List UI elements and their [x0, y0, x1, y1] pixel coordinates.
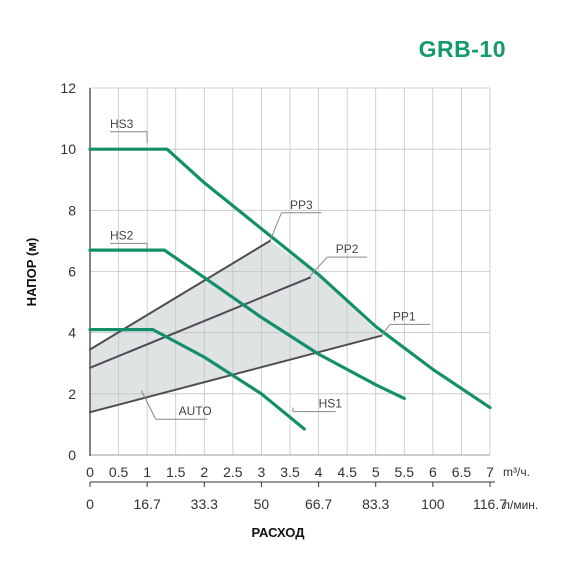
x-unit-lmin: л/мин.	[503, 498, 538, 512]
x-tick-label-m3: 6.5	[452, 464, 472, 480]
line-pp2	[89, 276, 311, 369]
y-tick-label: 12	[60, 80, 76, 96]
annotation-layer: HS3 HS2 PP3 PP2 PP1 HS1 AUTO	[110, 117, 430, 420]
y-tick-label: 4	[68, 325, 76, 341]
x-tick-label-m3: 0.5	[109, 464, 129, 480]
label-leader	[269, 212, 282, 242]
x-tick-label-lmin: 83.3	[362, 496, 389, 512]
label-pp1: PP1	[393, 309, 416, 323]
label-hs3: HS3	[110, 117, 134, 131]
tick-layer: 0 2 4 6 8 10 12 0 0.5 1 1.5 2 2.5 3 3.5 4 4.5 5 5.5 6 6.5 7 0 1…	[60, 80, 507, 512]
x-tick-label-lmin: 16.7	[134, 496, 161, 512]
label-leader	[309, 256, 328, 277]
y-tick-label: 8	[68, 202, 76, 218]
x-tick-label-m3: 1.5	[166, 464, 186, 480]
label-auto: AUTO	[179, 404, 212, 418]
x-tick-label-m3: 6	[429, 464, 437, 480]
x-tick-label-lmin: 100	[421, 496, 445, 512]
line-pp1	[89, 334, 383, 414]
x-tick-label-lmin: 66.7	[305, 496, 332, 512]
x-tick-label-m3: 0	[86, 464, 94, 480]
label-hs2: HS2	[110, 228, 134, 242]
y-tick-label: 6	[68, 264, 76, 280]
auto-region	[90, 240, 382, 413]
chart-title: GRB-10	[418, 36, 506, 62]
y-tick-label: 10	[60, 141, 76, 157]
x-tick-label-m3: 3	[258, 464, 266, 480]
x-tick-label-m3: 2	[200, 464, 208, 480]
x-tick-label-lmin: 33.3	[191, 496, 218, 512]
y-axis-title: НАПОР (м)	[24, 238, 39, 307]
x-tick-label-m3: 3.5	[280, 464, 300, 480]
line-pp3	[89, 239, 271, 351]
curve-hs3	[88, 147, 492, 410]
x-tick-label-m3: 4	[315, 464, 323, 480]
x-tick-label-m3: 4.5	[337, 464, 357, 480]
curve-hs2	[88, 248, 406, 400]
y-tick-label: 0	[68, 447, 76, 463]
curve-hs1	[88, 328, 306, 431]
x-tick-label-m3: 1	[143, 464, 151, 480]
label-pp2: PP2	[336, 242, 359, 256]
label-leader	[140, 390, 157, 420]
x-tick-label-m3: 5	[372, 464, 380, 480]
pump-curves-layer	[88, 147, 492, 431]
x-tick-label-m3: 2.5	[223, 464, 243, 480]
x-tick-label-lmin: 50	[254, 496, 270, 512]
proportional-lines-layer	[89, 239, 383, 414]
label-leader	[381, 324, 391, 337]
label-pp3: PP3	[290, 198, 313, 212]
y-tick-label: 2	[68, 386, 76, 402]
x-axis-title: РАСХОД	[251, 525, 305, 540]
x-tick-label-lmin: 0	[86, 496, 94, 512]
x-tick-label-lmin: 116.7	[473, 496, 507, 512]
auto-region-layer	[90, 240, 382, 413]
x-tick-label-m3: 5.5	[395, 464, 415, 480]
grid-layer	[90, 87, 491, 456]
label-hs1: HS1	[319, 397, 343, 411]
x-tick-label-m3: 7	[486, 464, 494, 480]
x-unit-m3: m³/ч.	[503, 465, 530, 479]
